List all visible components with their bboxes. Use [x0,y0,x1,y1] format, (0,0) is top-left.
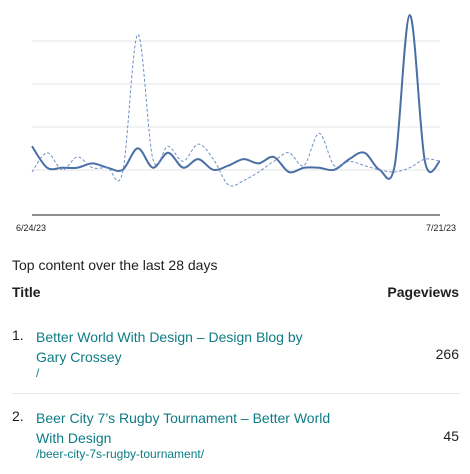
row-number: 1. [12,327,24,343]
row-number: 2. [12,408,24,424]
post-title-link[interactable]: Better World With Design – Design Blog b… [36,329,303,365]
x-tick-label-end: 7/21/23 [426,223,456,233]
series-line-current-period [31,13,441,180]
post-title-link[interactable]: Beer City 7’s Rugby Tournament – Better … [36,410,331,446]
column-header-pageviews: Pageviews [387,284,459,300]
row-divider [12,393,460,394]
series-line-previous-period [31,33,441,187]
post-path-link[interactable]: /beer-city-7s-rugby-tournament/ [36,447,205,461]
column-header-title: Title [12,284,41,300]
pageviews-count: 45 [443,428,459,444]
x-tick-label-start: 6/24/23 [16,223,46,233]
post-path-link[interactable]: / [36,366,40,380]
pageviews-count: 266 [435,346,459,362]
section-title: Top content over the last 28 days [12,257,218,273]
chart-gridlines [32,40,440,171]
pageviews-chart: 6/24/23 7/21/23 [16,13,456,233]
